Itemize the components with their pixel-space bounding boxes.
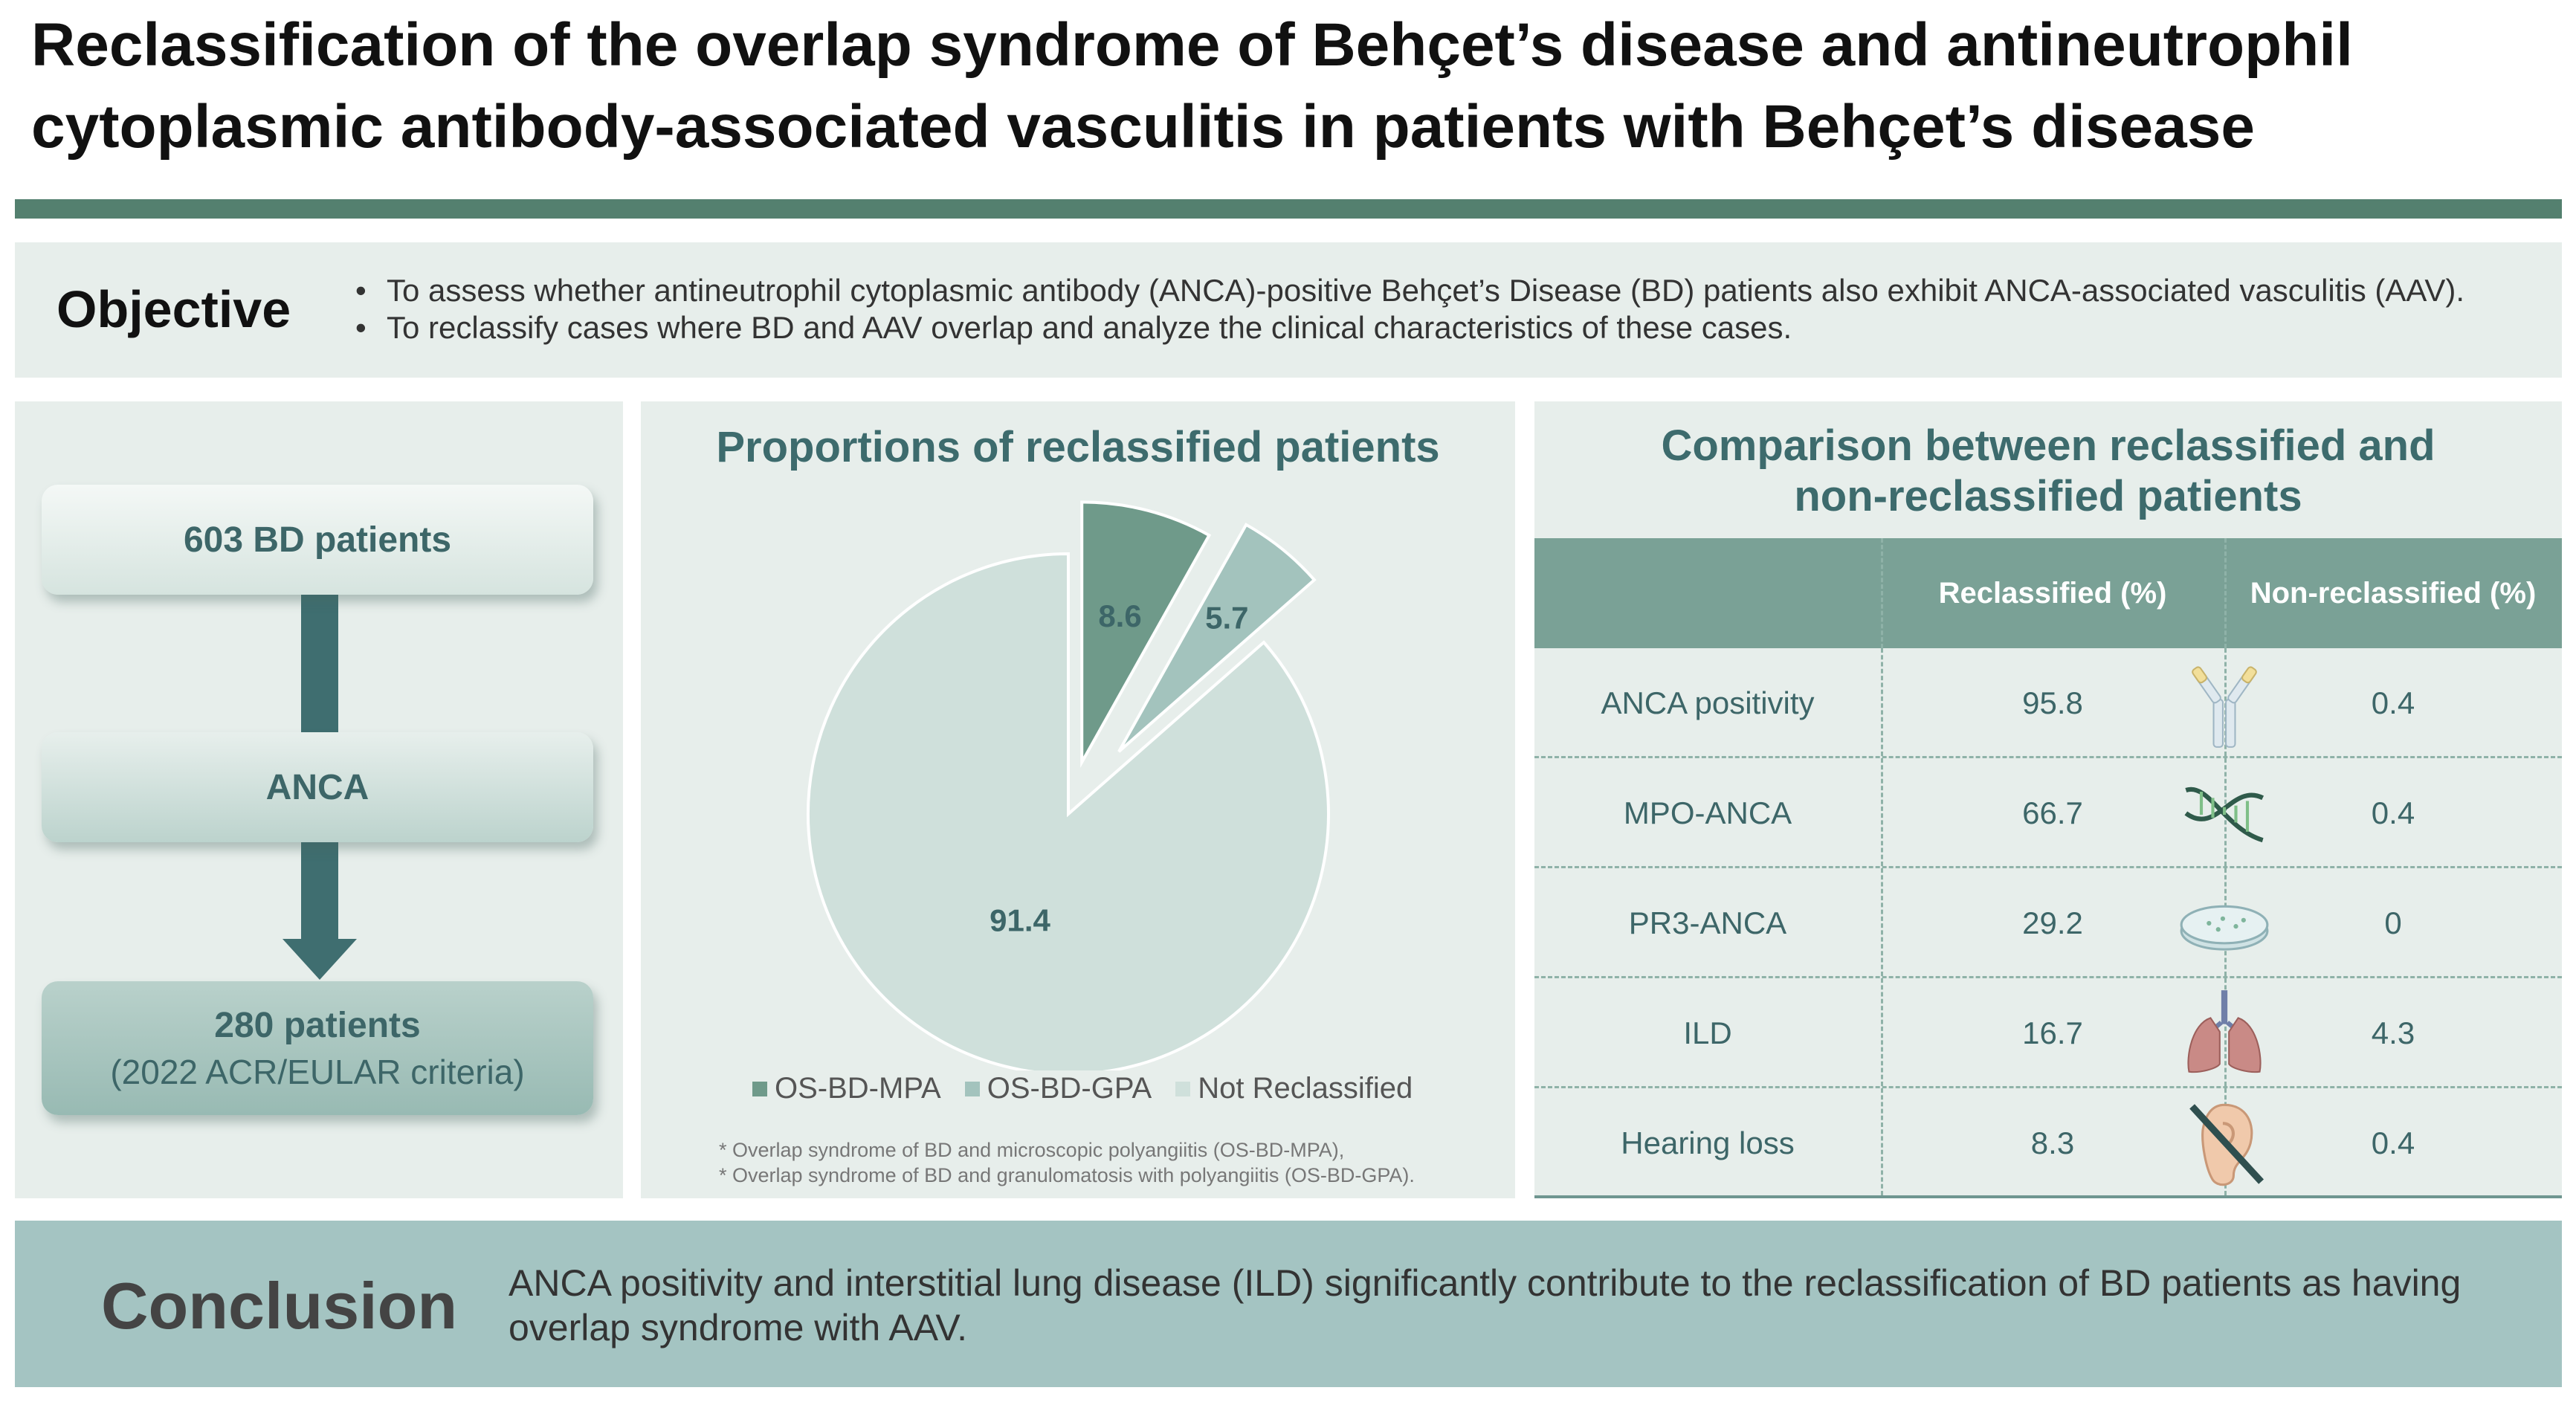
table-row: PR3-ANCA 29.2 0 [1534,868,2562,978]
lungs-icon [2187,990,2262,1073]
legend-label: OS-BD-GPA [987,1072,1152,1105]
conclusion-section: Conclusion ANCA positivity and interstit… [15,1221,2562,1387]
flow-box-label: 603 BD patients [183,520,452,560]
comparison-title-line-1: Comparison between reclassified and [1661,421,2435,470]
table-header-cell: Reclassified (%) [1938,577,2167,610]
title-line-2: cytoplasmic antibody-associated vasculit… [31,93,2255,161]
reclassified-value: 29.2 [2022,905,2083,940]
chart-legend: OS-BD-MPA OS-BD-GPA Not Reclassified [752,1072,1413,1105]
pie-data-label: 5.7 [1205,601,1248,636]
column-divider [1881,868,1883,976]
pie-chart-panel: Proportions of reclassified patients 8.6… [641,401,1515,1198]
flow-box-label: ANCA [265,767,369,807]
flow-box-anca: ANCA [42,732,593,842]
antibody-icon [2192,666,2257,748]
row-label: ILD [1683,1015,1732,1050]
conclusion-label: Conclusion [101,1269,458,1343]
table-row: ILD 16.7 4.3 [1534,978,2562,1088]
row-label: PR3-ANCA [1628,905,1787,940]
non-reclassified-value: 4.3 [2371,1015,2415,1050]
column-divider [1881,1088,1883,1195]
comparison-table: Reclassified (%) Non-reclassified (%) AN… [1534,538,2562,1198]
objective-label: Objective [57,280,291,338]
title-line-1: Reclassification of the overlap syndrome… [31,11,2353,79]
legend-label: OS-BD-MPA [775,1072,941,1105]
column-divider [1881,538,1883,648]
comparison-panel: Comparison between reclassified and non-… [1534,401,2562,1198]
reclassified-value: 8.3 [2030,1125,2075,1160]
legend-item: OS-BD-GPA [964,1072,1152,1105]
poster-title: Reclassification of the overlap syndrome… [31,4,2559,168]
objective-section: Objective To assess whether antineutroph… [15,242,2562,378]
column-divider [2224,538,2227,648]
crossed-ear-icon [2189,1103,2265,1186]
row-label: MPO-ANCA [1623,795,1792,830]
flow-box-reclassified: 280 patients (2022 ACR/EULAR criteria) [42,981,593,1115]
footnote-line: * Overlap syndrome of BD and granulomato… [719,1164,1415,1186]
flow-box-bd-patients: 603 BD patients [42,485,593,595]
legend-label: Not Reclassified [1198,1072,1413,1105]
pie-slice-os-bd-mpa [1080,500,1212,768]
legend-item: Not Reclassified [1175,1072,1413,1105]
footnote-line: * Overlap syndrome of BD and microscopic… [719,1139,1345,1161]
table-header-row: Reclassified (%) Non-reclassified (%) [1534,538,2562,648]
reclassified-value: 95.8 [2022,685,2083,720]
flow-arrow-down-icon [283,842,357,980]
patient-flow-panel: 603 BD patients ANCA 280 patients (2022 … [15,401,623,1198]
comparison-title: Comparison between reclassified and non-… [1534,421,2562,522]
comparison-title-line-2: non-reclassified patients [1794,472,2302,520]
chart-footnote: * Overlap syndrome of BD and microscopic… [719,1137,1415,1188]
column-divider [1881,758,1883,866]
legend-swatch [1175,1081,1191,1096]
objective-item: To assess whether antineutrophil cytopla… [349,272,2464,309]
pie-data-label: 91.4 [990,902,1050,937]
objective-item: To reclassify cases where BD and AAV ove… [349,309,2464,346]
pie-chart: 8.6 5.7 91.4 [807,500,1330,1070]
table-row: Hearing loss 8.3 0.4 [1534,1088,2562,1198]
legend-swatch [752,1081,767,1096]
flow-box-label: 280 patients [214,1005,421,1045]
legend-swatch [964,1081,980,1096]
petri-dish-icon [2180,905,2269,951]
row-label: ANCA positivity [1601,685,1815,720]
reclassified-value: 16.7 [2022,1015,2083,1050]
table-header-cell [1534,538,1881,648]
pie-slice-not-reclassified [807,552,1330,1070]
dna-icon [2184,786,2265,843]
table-row: ANCA positivity 95.8 0.4 [1534,648,2562,758]
chart-title: Proportions of reclassified patients [716,423,1440,471]
objective-list: To assess whether antineutrophil cytopla… [349,272,2464,346]
reclassified-value: 66.7 [2022,795,2083,830]
flow-connector-1 [301,595,338,736]
pie-data-label: 8.6 [1098,598,1141,633]
table-header-cell: Non-reclassified (%) [2250,577,2537,610]
title-divider [15,199,2562,219]
column-divider [1881,978,1883,1086]
conclusion-text: ANCA positivity and interstitial lung di… [509,1262,2462,1348]
row-label: Hearing loss [1621,1125,1795,1160]
non-reclassified-value: 0.4 [2371,795,2415,830]
column-divider [2224,978,2227,1086]
non-reclassified-value: 0.4 [2371,1125,2415,1160]
table-row: MPO-ANCA 66.7 0.4 [1534,758,2562,868]
legend-item: OS-BD-MPA [752,1072,941,1105]
pie-slice-os-bd-gpa [1117,523,1317,753]
column-divider [1881,648,1883,756]
flow-box-sublabel: (2022 ACR/EULAR criteria) [110,1052,525,1091]
non-reclassified-value: 0 [2384,905,2402,940]
non-reclassified-value: 0.4 [2371,685,2415,720]
